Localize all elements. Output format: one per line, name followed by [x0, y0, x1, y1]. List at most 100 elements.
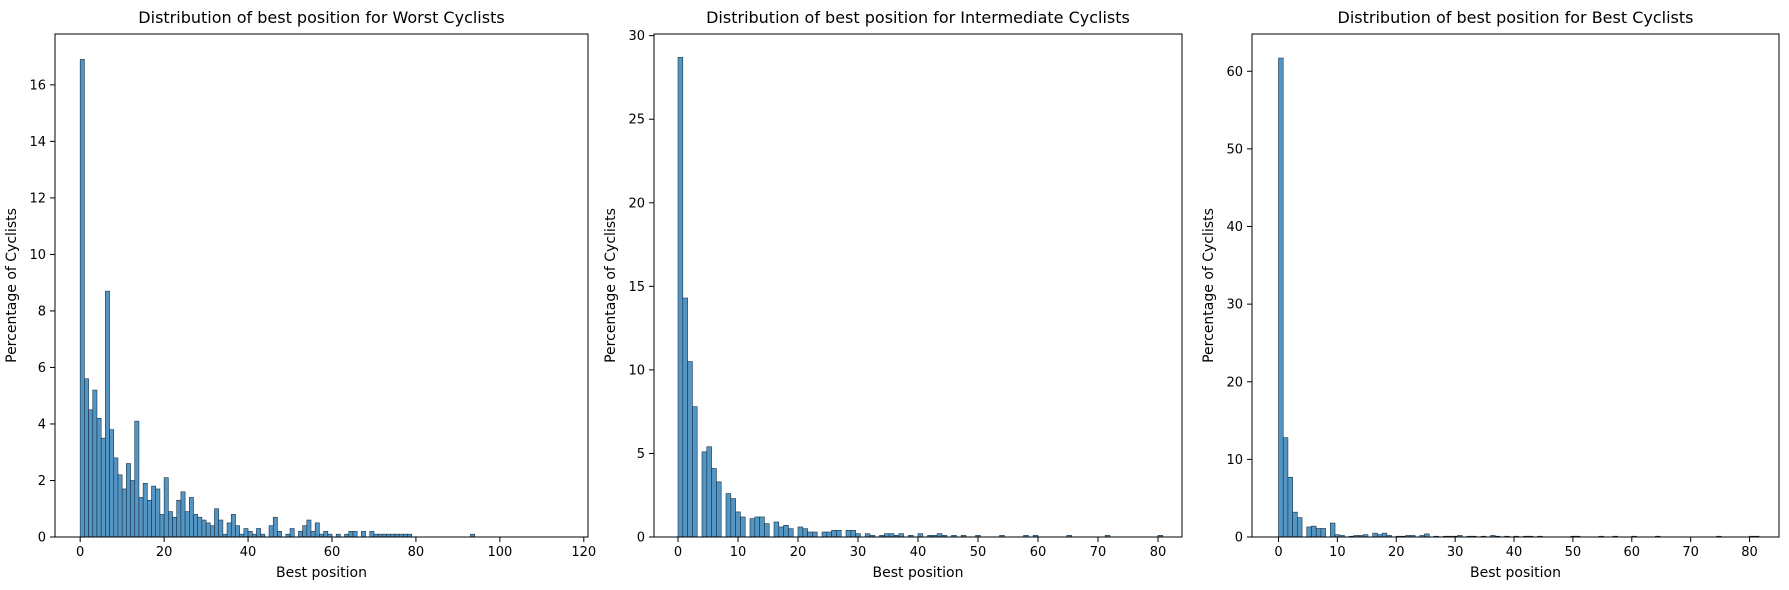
y-tick-label: 16: [29, 78, 46, 93]
bar: [692, 406, 698, 538]
bars: [1278, 57, 1760, 538]
bar: [682, 297, 688, 538]
x-tick-label: 30: [850, 545, 867, 560]
x-tick-label: 70: [1682, 545, 1699, 560]
x-axis-label: Best position: [1470, 565, 1561, 581]
y-tick-label: 30: [628, 29, 645, 44]
bar: [230, 514, 236, 538]
bar: [105, 290, 110, 538]
x-tick-label: 80: [1741, 545, 1758, 560]
bar: [205, 522, 211, 538]
bar: [138, 497, 144, 538]
bar: [1320, 528, 1326, 538]
bar: [740, 516, 746, 538]
bar: [109, 429, 115, 538]
x-tick-label: 0: [76, 545, 84, 560]
y-tick-label: 10: [628, 363, 645, 378]
bar: [348, 531, 354, 538]
x-tick-label: 30: [1447, 545, 1464, 560]
bar: [711, 468, 717, 538]
bar: [84, 378, 89, 538]
bar: [783, 524, 789, 538]
bar: [936, 533, 943, 538]
y-tick-label: 0: [1235, 531, 1243, 546]
y-tick-label: 12: [29, 191, 46, 206]
bar: [272, 516, 278, 538]
bar: [749, 518, 756, 538]
bar: [845, 530, 852, 538]
bar: [310, 531, 316, 538]
bar: [735, 511, 741, 538]
x-axis-label: Best position: [276, 565, 367, 581]
bar: [778, 526, 784, 538]
bar: [96, 418, 102, 538]
x-axis-label: Best position: [873, 565, 964, 581]
chart-panel-1: 0 20 40 60 80 100 120 0 2 4 6 8 10 12 14 16 Distribution…: [4, 8, 596, 581]
bar: [759, 516, 765, 538]
y-tick-label: 0: [637, 531, 645, 546]
bar: [134, 420, 140, 538]
bar: [113, 457, 119, 538]
x-tick-label: 40: [910, 545, 927, 560]
bars: [677, 57, 1164, 538]
axes-frame: [54, 33, 589, 538]
chart-title: Distribution of best position for Worst …: [138, 8, 504, 27]
bar: [147, 499, 152, 538]
y-tick-label: 4: [38, 417, 46, 432]
bar: [142, 483, 148, 538]
bar: [754, 516, 760, 538]
bar: [197, 516, 203, 538]
y-tick-label: 5: [637, 447, 645, 462]
bar: [855, 533, 861, 538]
x-tick-label: 70: [1090, 545, 1107, 560]
bar: [176, 499, 182, 538]
y-axis-label: Percentage of Cyclists: [4, 208, 20, 363]
chart-title: Distribution of best position for Interm…: [706, 8, 1130, 27]
x-tick-label: 100: [487, 545, 512, 560]
bar: [184, 511, 190, 538]
axes-frame: [653, 33, 1183, 538]
bar: [235, 525, 240, 538]
bar: [306, 519, 312, 538]
bar: [151, 485, 157, 538]
bar: [821, 531, 828, 538]
y-tick-label: 10: [29, 248, 46, 263]
x-tick-label: 20: [790, 545, 807, 560]
x-tick-label: 80: [1150, 545, 1167, 560]
bar: [687, 361, 693, 538]
y-tick-label: 20: [1226, 375, 1243, 390]
chart-title: Distribution of best position for Best C…: [1338, 8, 1694, 27]
bar: [831, 530, 837, 538]
bar: [189, 497, 194, 538]
bar: [277, 531, 282, 538]
bar: [1297, 517, 1303, 538]
y-tick-label: 40: [1226, 220, 1243, 235]
bar: [836, 530, 842, 538]
bar: [352, 531, 358, 538]
bar: [677, 57, 684, 538]
bar: [807, 531, 813, 538]
bar: [725, 493, 732, 538]
bar: [100, 437, 106, 538]
x-tick-label: 60: [1624, 545, 1641, 560]
bar: [193, 514, 198, 538]
y-tick-label: 0: [38, 531, 46, 546]
x-tick-label: 0: [1274, 545, 1282, 560]
x-tick-label: 40: [1506, 545, 1523, 560]
bar: [218, 519, 224, 538]
y-tick-label: 15: [628, 280, 645, 295]
bar: [172, 516, 178, 538]
bar: [155, 488, 161, 538]
bar: [126, 463, 131, 538]
bar: [130, 480, 136, 538]
y-axis-label: Percentage of Cyclists: [603, 208, 619, 363]
bar: [802, 528, 808, 538]
y-tick-label: 30: [1226, 298, 1243, 313]
x-tick-label: 120: [571, 545, 596, 560]
bar: [302, 525, 308, 538]
bar: [214, 508, 219, 538]
bar: [88, 409, 94, 538]
bar: [1306, 526, 1312, 538]
bar: [268, 525, 274, 538]
bar: [117, 474, 123, 538]
